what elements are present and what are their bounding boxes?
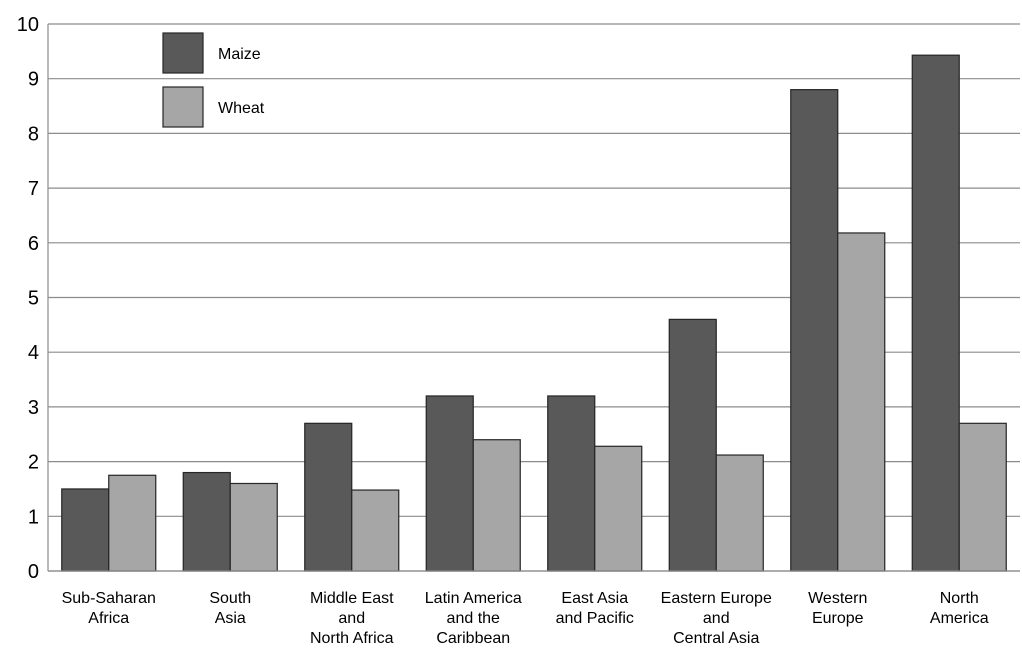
x-tick-label: South Asia (209, 590, 251, 627)
bar-maize-2 (304, 422, 353, 572)
x-tick-label-line: South (209, 590, 251, 607)
x-tick-label: Latin America and the Caribbean (425, 590, 522, 646)
x-tick-label: Eastern Europe and Central Asia (661, 590, 772, 646)
x-tick-label: East Asia and Pacific (556, 590, 634, 627)
x-tick-label-line: Western (808, 590, 867, 607)
x-tick-label-line: and (338, 610, 365, 627)
x-tick-label-line: Sub-Saharan (62, 590, 156, 607)
x-tick-label-line: Middle East (310, 590, 394, 607)
x-tick-label-line: Europe (812, 610, 864, 627)
bar-maize-5 (668, 318, 717, 572)
x-tick-label-line: Caribbean (436, 630, 510, 646)
bar-wheat-0 (108, 474, 157, 572)
bar-wheat-4 (594, 445, 643, 572)
bar-wheat-7 (958, 422, 1007, 572)
x-tick-label-line: East Asia (561, 590, 628, 607)
bar-wheat-3 (472, 439, 521, 572)
x-tick-label-line: and the (447, 610, 500, 627)
x-axis-labels: Sub-Saharan Africa South Asia Middle East and… (62, 590, 989, 647)
bar-maize-3 (425, 395, 474, 572)
legend-swatch-maize (162, 32, 204, 74)
bar-maize-1 (182, 471, 231, 572)
x-tick-label-line: America (930, 610, 989, 627)
bar-wheat-5 (715, 454, 764, 572)
y-tick-label: 7 (28, 178, 39, 200)
x-tick-label-line: Central Asia (673, 630, 759, 646)
x-tick-label-line: Eastern Europe (661, 590, 772, 607)
y-tick-label: 2 (28, 452, 39, 474)
x-tick-label-line: and Pacific (556, 610, 634, 627)
y-tick-label: 3 (28, 397, 39, 419)
y-tick-label: 1 (28, 506, 39, 528)
x-tick-label-line: North (940, 590, 979, 607)
bar-wheat-1 (229, 482, 278, 572)
y-tick-label: 0 (28, 561, 39, 583)
bar-maize-7 (911, 54, 960, 572)
legend-label-wheat: Wheat (218, 100, 265, 117)
bar-wheat-2 (351, 489, 400, 572)
y-tick-label: 9 (28, 69, 39, 91)
x-tick-label-line: Latin America (425, 590, 522, 607)
x-tick-label: North America (930, 590, 989, 627)
bars (61, 54, 1007, 572)
y-tick-label: 5 (28, 288, 39, 310)
x-tick-label-line: Asia (215, 610, 246, 627)
x-tick-label-line: North Africa (310, 630, 394, 646)
legend-swatch-wheat (162, 86, 204, 128)
bar-maize-0 (61, 488, 110, 572)
y-tick-label: 6 (28, 233, 39, 255)
y-tick-label: 4 (28, 342, 39, 364)
y-axis-ticks: 0 1 2 3 4 5 6 7 8 9 10 (17, 14, 39, 583)
x-tick-label-line: and (703, 610, 730, 627)
y-tick-label: 10 (17, 14, 39, 36)
axes (47, 24, 1020, 572)
bar-wheat-6 (837, 232, 886, 572)
x-tick-label: Western Europe (808, 590, 867, 627)
bar-maize-6 (790, 89, 839, 572)
x-tick-label: Middle East and North Africa (310, 590, 394, 646)
legend: Maize Wheat (162, 32, 265, 128)
x-tick-label: Sub-Saharan Africa (62, 590, 156, 627)
legend-label-maize: Maize (218, 46, 261, 63)
x-tick-label-line: Africa (88, 610, 129, 627)
y-tick-label: 8 (28, 123, 39, 145)
bar-maize-4 (547, 395, 596, 572)
